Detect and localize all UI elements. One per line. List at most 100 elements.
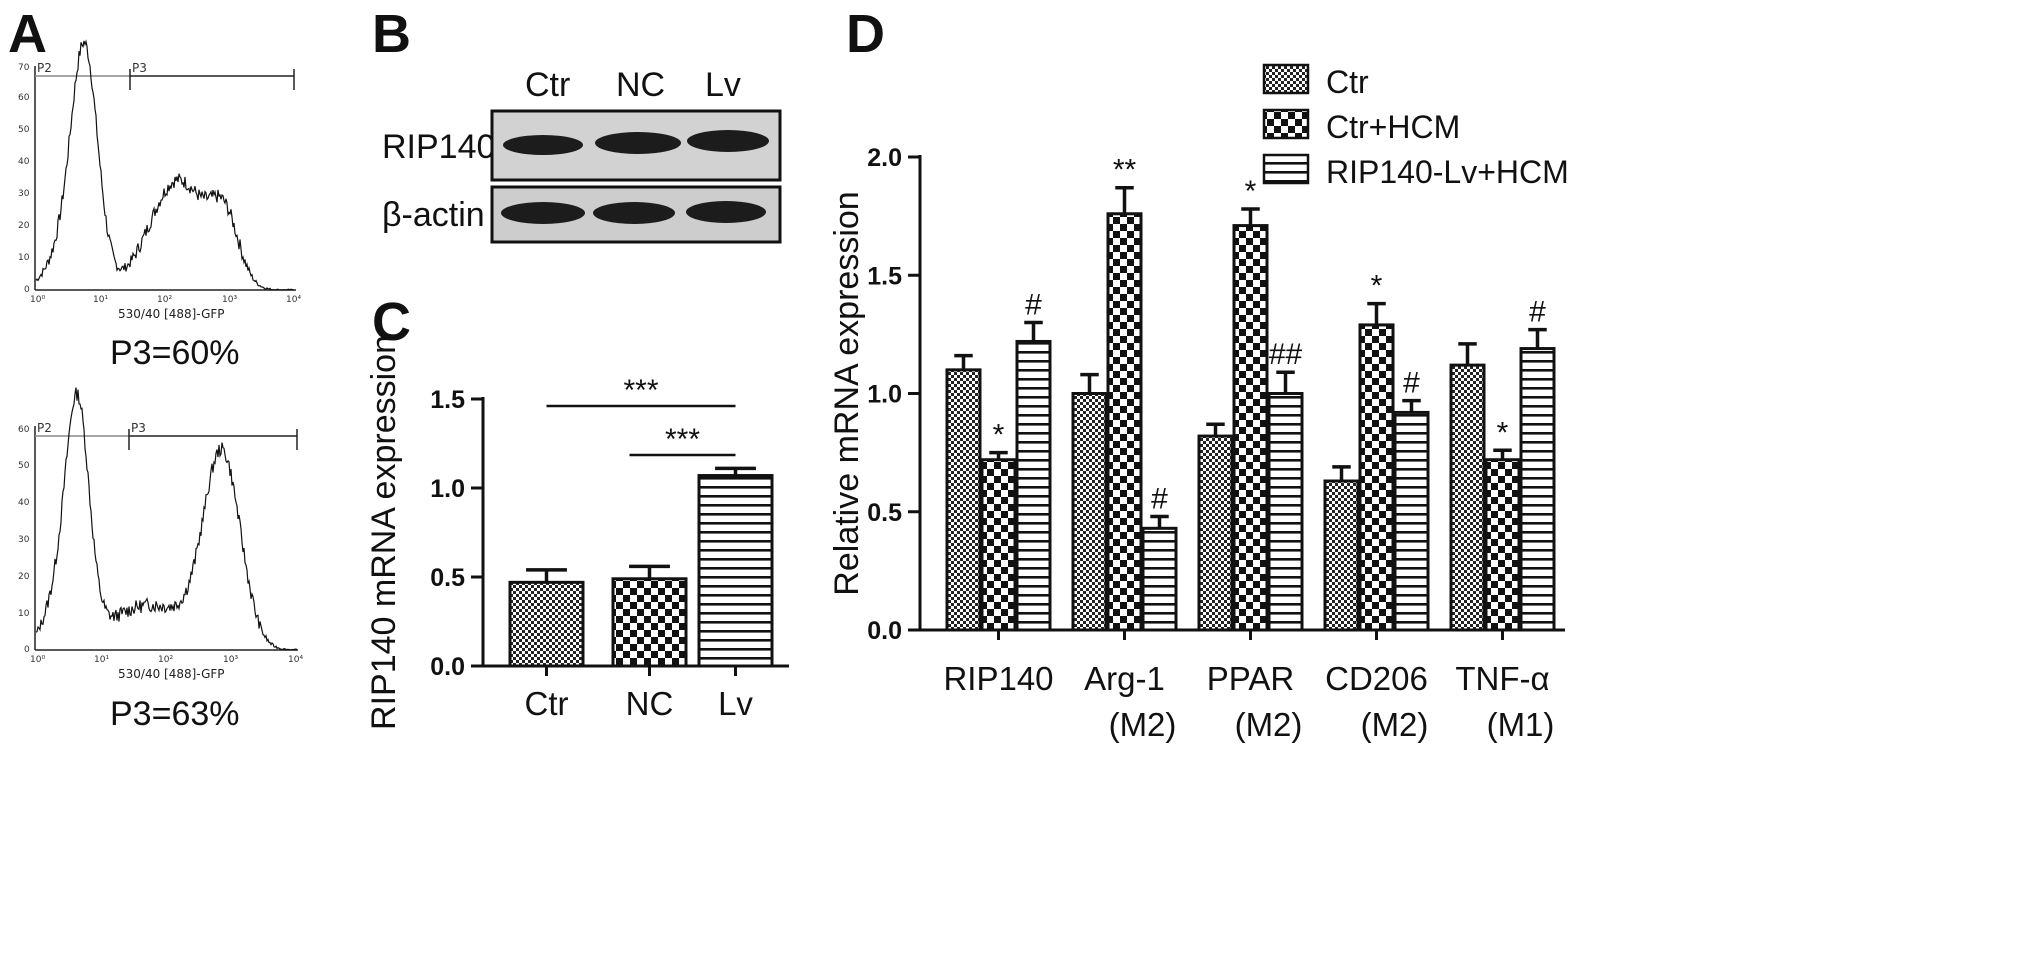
bar-ctr-hcm [1106,212,1143,632]
bar-ctr [1071,392,1108,632]
x-tick-label: CD206 [1325,660,1428,697]
y-tick-label: 0.5 [867,499,902,527]
blot-lane-ctr: Ctr [525,66,570,104]
bar-ctr-hcm [1232,224,1269,632]
bar-ctr [1449,363,1486,632]
fc2-ytick: 40 [18,498,30,508]
fc1-xtick: 10¹ [93,295,108,305]
bar-ctr [1197,434,1234,632]
fc2-xtick: 10⁴ [288,655,303,665]
fc2-xtick: 10² [158,655,173,665]
blot-lane-nc: NC [616,66,665,104]
y-tick-label: 1.0 [430,475,465,503]
gate-p3-label: P3 [131,421,146,435]
bar-rip140-lv-hcm [1267,392,1304,632]
gate-p2-label: P2 [37,61,52,75]
fc2-ytick: 10 [18,609,30,619]
fc2-ytick: 60 [18,425,30,435]
fc1-ytick: 30 [18,189,30,199]
chart-c: 0.0 0.5 1.0 1.5 RIP140 mRNA expression Ctr NC L… [365,335,789,730]
histogram-trace [35,39,294,291]
panel-b-label: B [372,4,411,64]
legend-swatch [1262,63,1310,95]
fc1-ytick: 40 [18,157,30,167]
gate-p3-label: P3 [132,61,147,75]
x-tick-label: NC [626,685,674,722]
legend-label: Ctr [1326,64,1369,100]
blot-row-rip140: RIP140 [382,128,495,166]
fc2-xlabel: 530/40 [488]-GFP [118,667,225,681]
significance-mark: ## [1269,338,1303,371]
significance-mark: * [993,419,1005,452]
blot-row-actin: β-actin [382,196,485,234]
x-tick-label: Lv [718,685,753,722]
fc2-xtick: 10¹ [94,655,109,665]
fc1-xlabel: 530/40 [488]-GFP [118,307,225,321]
significance-mark: # [1025,289,1042,322]
bar-ctr-hcm [1358,323,1395,632]
fc2-result: P3=63% [110,695,240,733]
flow-histogram-top: 70 60 50 40 30 20 10 0 10⁰ 10¹ 10² 10³ 1… [18,39,301,372]
legend-swatch [1262,153,1310,185]
fc1-ytick: 20 [18,221,30,231]
y-axis-label: RIP140 mRNA expression [365,335,403,730]
fc2-xtick: 10⁰ [30,655,45,665]
band-actin-lv [686,201,766,223]
x-tick-sublabel: (M2) [1361,706,1429,743]
panel-d-label: D [846,4,885,64]
fc1-ytick: 0 [24,285,30,295]
y-tick-label: 2.0 [867,144,902,172]
legend-swatch [1262,108,1310,140]
y-tick-label: 0.0 [867,617,902,645]
bar-nc [611,577,688,668]
band-rip140-nc [595,132,681,154]
blot-lane-lv: Lv [705,66,741,104]
gate-p2-label: P2 [37,421,52,435]
y-tick-label: 1.0 [867,381,902,409]
fc2-ytick: 50 [18,461,30,471]
fc1-ytick: 60 [18,93,30,103]
panel-c-label: C [372,292,411,352]
fc1-ytick: 70 [18,63,30,73]
band-rip140-lv [687,130,769,152]
panel-a-label: A [8,4,47,64]
fc1-xtick: 10² [157,295,172,305]
fc2-ytick: 30 [18,535,30,545]
bar-rip140-lv-hcm [1519,347,1556,632]
bar-ctr [945,368,982,632]
y-axis-label: Relative mRNA expression [828,191,866,595]
fc2-xtick: 10³ [223,655,238,665]
x-tick-label: Ctr [525,685,569,722]
y-tick-label: 1.5 [867,262,902,290]
y-tick-label: 0.0 [430,653,465,681]
fc1-xtick: 10⁴ [286,295,301,305]
x-tick-sublabel: (M1) [1487,706,1555,743]
legend-label: Ctr+HCM [1326,109,1460,145]
western-blot: Ctr NC Lv RIP140 β-actin [382,66,782,244]
x-tick-label: Arg-1 [1084,660,1165,697]
band-actin-ctr [501,202,585,224]
band-actin-nc [593,202,675,224]
flow-histogram-bottom: 60 50 40 30 20 10 0 10⁰ 10¹ 10² 10³ 10⁴ … [18,387,303,733]
x-tick-sublabel: (M2) [1235,706,1303,743]
significance-mark: # [1529,296,1546,329]
histogram-trace [35,387,298,651]
bar-ctr-hcm [980,458,1017,632]
significance-label: *** [623,374,658,407]
significance-mark: * [1497,416,1509,449]
band-rip140-ctr [503,135,583,155]
fc1-result: P3=60% [110,334,240,372]
x-tick-label: RIP140 [943,660,1053,697]
x-tick-label: TNF-α [1455,660,1549,697]
bar-rip140-lv-hcm [1015,339,1052,632]
bar-ctr [508,580,585,668]
x-tick-label: PPAR [1207,660,1294,697]
significance-mark: * [1245,175,1257,208]
y-tick-label: 0.5 [430,564,465,592]
significance-mark: ** [1113,154,1137,187]
significance-mark: # [1151,482,1168,515]
fc1-ytick: 50 [18,125,30,135]
significance-label: *** [665,423,700,456]
fc2-ytick: 0 [24,645,30,655]
